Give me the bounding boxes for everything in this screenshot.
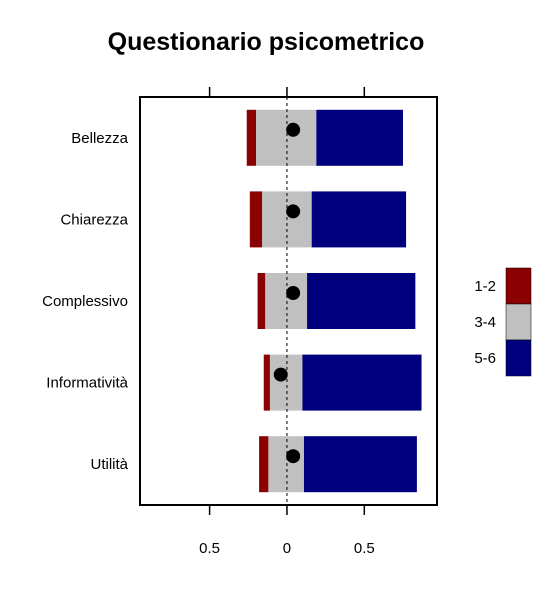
bar-utilita-series-3 (303, 436, 417, 493)
legend-label: 1-2 (474, 278, 496, 295)
bar-utilita-series-2 (268, 436, 304, 493)
chart-title: Questionario psicometrico (108, 28, 425, 56)
bar-complessivo-series-2 (265, 273, 308, 329)
bar-chiarezza-series-1 (249, 191, 263, 248)
bar-bellezza-series-2 (256, 109, 317, 166)
plot-area: Bellezza Chiarezza Complessivo Informativit… (42, 87, 438, 557)
bar-chiarezza-series-3 (311, 191, 407, 248)
legend-swatch-2 (505, 303, 532, 341)
bar-informativita-series-2 (269, 354, 303, 411)
category-label: Chiarezza (60, 211, 128, 228)
x-tick-label: 0 (283, 540, 291, 557)
category-label: Bellezza (71, 130, 128, 147)
bar-bellezza-series-3 (316, 109, 403, 166)
legend: 1-2 3-4 5-6 (474, 267, 532, 377)
x-tick-label: 0.5 (354, 540, 375, 557)
legend-swatch-3 (505, 339, 532, 377)
legend-label: 5-6 (474, 350, 496, 367)
bar-utilita-series-1 (259, 436, 269, 493)
plot-border (139, 96, 438, 506)
point-utilita (286, 449, 301, 464)
bar-informativita-series-1 (263, 354, 270, 411)
category-label: Utilità (90, 456, 128, 473)
bar-complessivo-series-1 (257, 273, 266, 329)
point-chiarezza (286, 204, 301, 219)
legend-label: 3-4 (474, 314, 496, 331)
point-informativita (273, 367, 288, 382)
point-complessivo (286, 286, 301, 300)
bar-complessivo-series-3 (307, 273, 416, 329)
point-bellezza (286, 122, 301, 137)
bar-bellezza-series-1 (246, 109, 257, 166)
category-label: Informatività (46, 375, 128, 392)
legend-swatch-1 (505, 267, 532, 305)
bar-informativita-series-3 (302, 354, 422, 411)
category-label: Complessivo (42, 293, 128, 310)
x-tick-label: 0.5 (199, 540, 220, 557)
